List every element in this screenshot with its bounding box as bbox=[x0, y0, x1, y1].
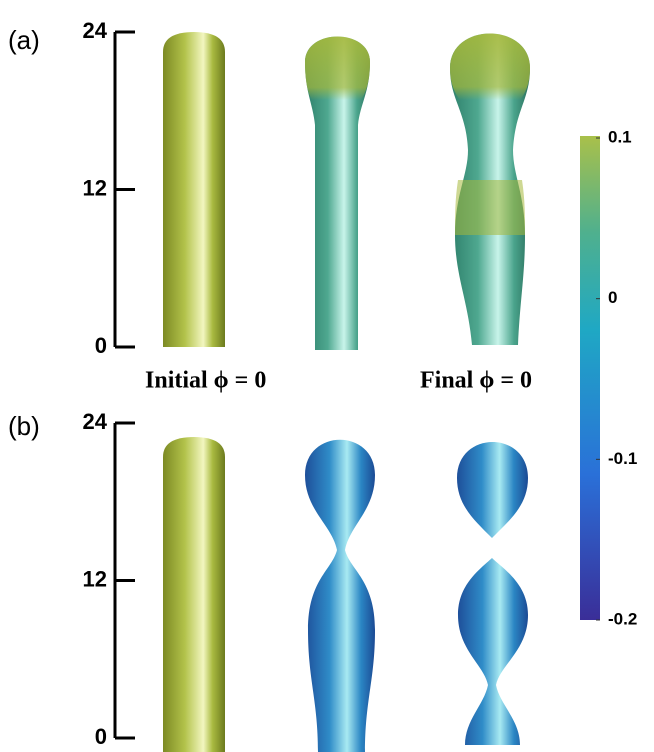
y-tick-label: 12 bbox=[83, 566, 107, 591]
rod-initial bbox=[163, 437, 225, 752]
rod-final-band bbox=[455, 180, 525, 235]
figure: Initial ϕ = 0 Final ϕ = 0 (a) 0 12 24 (b) 0 12… bbox=[0, 0, 654, 752]
rod-mid-head bbox=[305, 37, 370, 101]
colorbar-label: 0 bbox=[608, 288, 617, 307]
y-tick-label: 0 bbox=[95, 724, 107, 749]
y-tick-label: 12 bbox=[83, 175, 107, 200]
rod-final-head bbox=[450, 34, 530, 101]
drop-upper bbox=[457, 442, 528, 538]
rod-initial bbox=[163, 32, 225, 347]
y-tick-label: 0 bbox=[95, 333, 107, 358]
y-tick-label: 24 bbox=[83, 409, 108, 434]
panel-label: (b) bbox=[8, 411, 40, 441]
colorbar-label: 0.1 bbox=[608, 127, 632, 146]
colorbar-label: -0.1 bbox=[608, 449, 637, 468]
panel-label: (a) bbox=[8, 25, 40, 55]
y-tick-label: 24 bbox=[83, 18, 108, 43]
rod-mid bbox=[305, 440, 375, 752]
caption: Initial ϕ = 0 bbox=[145, 368, 266, 394]
caption: Final ϕ = 0 bbox=[420, 368, 532, 394]
colorbar-label: -0.2 bbox=[608, 609, 637, 628]
colorbar bbox=[580, 136, 600, 620]
drop-lower bbox=[458, 558, 528, 745]
